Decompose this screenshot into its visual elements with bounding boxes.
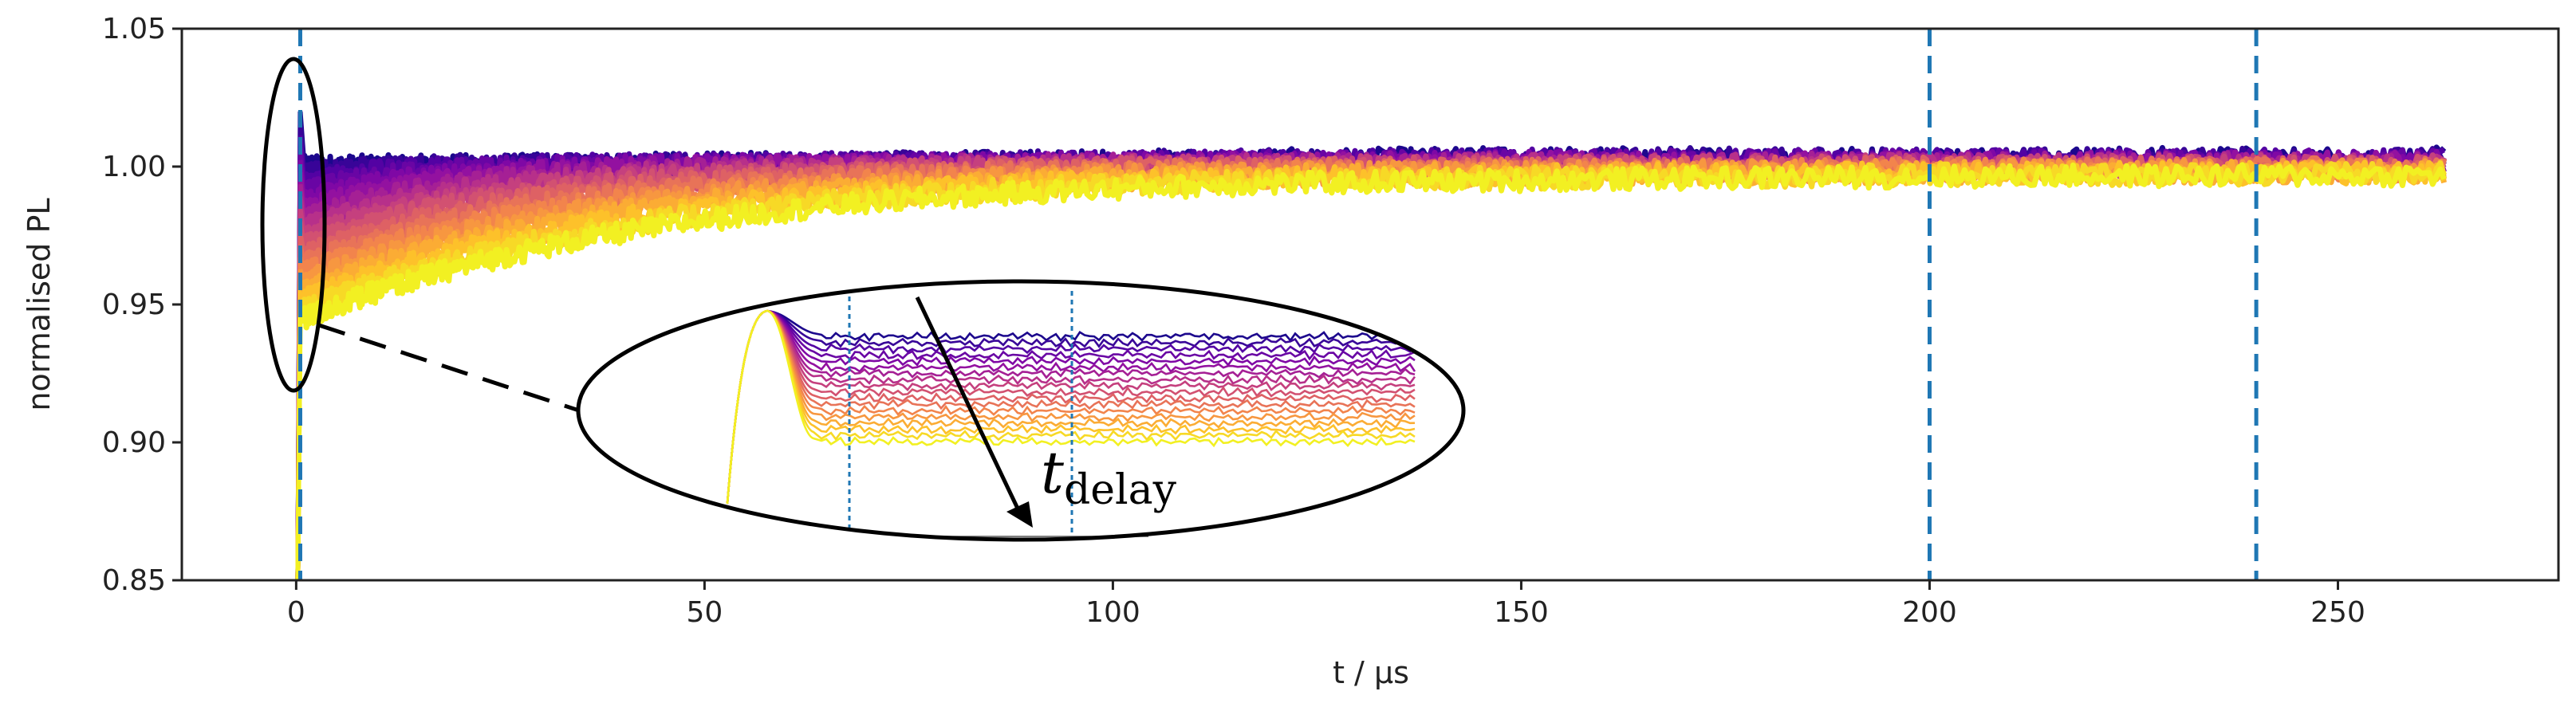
zoom-callout: tdelay <box>260 57 1466 542</box>
zoom-source-ellipse <box>260 57 327 393</box>
delay-arrow-head <box>1006 501 1033 528</box>
inset-trace <box>726 309 1416 505</box>
inset-trace <box>726 309 1416 505</box>
inset-traces <box>726 309 1416 505</box>
x-tick-label: 200 <box>1902 596 1957 629</box>
inset-trace <box>726 309 1416 505</box>
inset-trace <box>726 309 1416 505</box>
zoom-connector-line <box>318 323 580 413</box>
inset-trace <box>726 309 1416 505</box>
x-tick-label: 0 <box>287 596 305 629</box>
inset-trace <box>726 309 1416 505</box>
y-tick-label: 1.05 <box>102 13 166 45</box>
x-tick-label: 150 <box>1494 596 1549 629</box>
reference-lines <box>297 29 2259 580</box>
inset-trace <box>726 309 1416 505</box>
y-tick-label: 0.85 <box>102 564 166 597</box>
y-axis-ticks: 0.85 0.90 0.95 1.00 1.05 <box>102 13 182 597</box>
x-tick-label: 50 <box>686 596 723 629</box>
x-tick-label: 250 <box>2310 596 2365 629</box>
y-tick-label: 0.95 <box>102 289 166 321</box>
y-tick-label: 0.90 <box>102 426 166 459</box>
pl-trace <box>301 162 2447 331</box>
x-axis-label: t / μs <box>1333 655 1409 690</box>
x-tick-label: 100 <box>1085 596 1140 629</box>
delay-label-symbol: t <box>1041 439 1065 506</box>
inset-trace <box>726 309 1416 505</box>
inset-trace <box>726 309 1416 505</box>
delay-label: tdelay <box>1041 439 1177 514</box>
plot-frame <box>180 27 2560 582</box>
x-axis-ticks: 0 50 100 150 200 250 <box>287 580 2365 629</box>
delay-label-subscript: delay <box>1064 466 1177 514</box>
inset-ellipse-outline <box>576 279 1466 542</box>
y-axis-label: normalised PL <box>22 198 57 410</box>
delay-arrow <box>915 296 1021 512</box>
y-tick-label: 1.00 <box>102 151 166 183</box>
inset-trace <box>726 309 1416 505</box>
